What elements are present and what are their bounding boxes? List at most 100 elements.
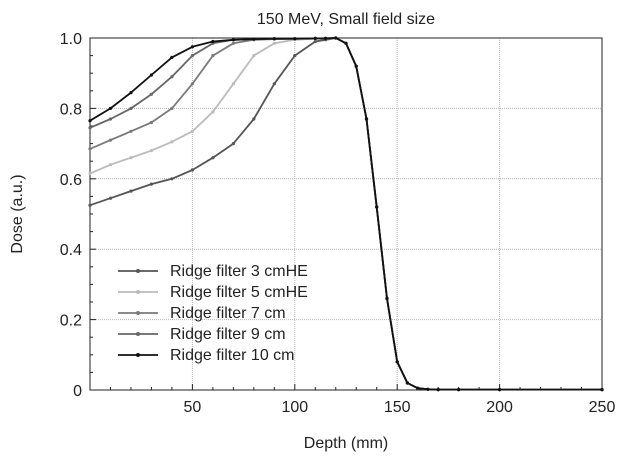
data-point: [149, 73, 153, 77]
data-point: [149, 92, 153, 96]
legend-marker: [136, 311, 140, 315]
data-point: [364, 117, 369, 121]
data-point: [252, 117, 256, 121]
data-point: [344, 41, 348, 45]
data-point: [149, 120, 153, 125]
y-tick-label: 0.2: [60, 313, 82, 330]
data-point: [498, 388, 502, 392]
y-tick-label: 0.8: [60, 101, 82, 118]
data-point: [313, 36, 317, 41]
data-point: [416, 386, 420, 390]
grid: [90, 38, 602, 390]
data-point: [170, 140, 174, 144]
series-5: [88, 36, 604, 392]
data-point: [354, 64, 358, 68]
data-point: [293, 37, 297, 41]
plot-frame: [89, 37, 603, 391]
series-line: [89, 37, 602, 391]
data-point: [129, 189, 133, 193]
data-point: [88, 126, 92, 130]
legend-marker: [136, 332, 140, 336]
legend-item: Ridge filter 7 cm: [118, 305, 286, 322]
y-tick-label: 0.6: [60, 172, 82, 189]
data-point: [88, 171, 92, 176]
data-point: [108, 196, 113, 200]
data-point: [170, 177, 174, 181]
data-point: [272, 41, 276, 45]
series-3: [88, 36, 604, 392]
axis-ticks: 50 100 150 200 250 0 0.2 0.4 0.6 0.8 1.0: [60, 31, 616, 416]
x-tick-label: 150: [384, 399, 411, 416]
data-point: [272, 37, 276, 41]
data-point: [170, 106, 174, 110]
x-axis-label: Depth (mm): [304, 435, 388, 452]
data-point: [252, 37, 256, 41]
data-point: [405, 381, 409, 385]
data-point: [129, 106, 133, 110]
data-point: [190, 82, 194, 86]
data-point: [231, 41, 235, 45]
data-point: [88, 203, 92, 207]
data-point: [334, 36, 338, 40]
data-point: [211, 156, 215, 160]
data-point: [108, 106, 113, 110]
x-tick-label: 100: [281, 399, 308, 416]
series-line: [89, 37, 602, 391]
y-axis-label: Dose (a.u.): [9, 174, 26, 253]
data-point: [385, 296, 389, 301]
legend-item: Ridge filter 10 cm: [118, 347, 295, 364]
legend-marker: [136, 269, 140, 273]
data-point: [375, 205, 379, 209]
data-point: [190, 45, 194, 49]
data-point: [129, 91, 133, 95]
data-point: [170, 75, 174, 79]
data-point: [293, 54, 297, 58]
data-point: [170, 55, 174, 60]
series-4: [88, 36, 604, 392]
legend-item: Ridge filter 9 cm: [118, 326, 286, 343]
legend-marker: [136, 290, 140, 294]
legend-label: Ridge filter 3 cmHE: [170, 263, 308, 280]
data-point: [88, 147, 92, 151]
data-point: [190, 168, 194, 172]
data-point: [395, 360, 399, 364]
data-point: [231, 38, 235, 42]
legend-label: Ridge filter 7 cm: [170, 305, 286, 322]
data-point: [426, 387, 430, 391]
data-point: [211, 110, 215, 114]
data-point: [211, 39, 215, 44]
chart-title: 150 MeV, Small field size: [257, 11, 435, 28]
y-tick-label: 1.0: [60, 31, 82, 48]
series-line: [89, 37, 602, 391]
x-tick-label: 50: [184, 399, 202, 416]
data-point: [313, 39, 317, 44]
data-point: [457, 388, 461, 392]
data-point: [252, 54, 256, 58]
x-tick-label: 250: [589, 399, 616, 416]
series-lines: [88, 36, 604, 392]
data-point: [231, 82, 235, 86]
data-point: [149, 149, 153, 153]
data-point: [108, 138, 113, 142]
data-point: [190, 54, 194, 58]
legend: Ridge filter 3 cmHE Ridge filter 5 cmHE Ri…: [118, 263, 308, 364]
data-point: [231, 142, 235, 146]
legend-label: Ridge filter 9 cm: [170, 326, 286, 343]
data-point: [129, 156, 133, 160]
data-point: [149, 182, 153, 186]
data-point: [108, 117, 113, 121]
data-point: [600, 388, 604, 392]
data-point: [436, 388, 440, 392]
legend-label: Ridge filter 5 cmHE: [170, 284, 308, 301]
data-point: [129, 129, 133, 133]
data-point: [108, 163, 113, 167]
data-point: [323, 36, 328, 41]
data-point: [272, 82, 276, 86]
series-line: [89, 37, 602, 391]
data-point: [211, 54, 215, 58]
x-tick-label: 200: [486, 399, 513, 416]
y-tick-label: 0.4: [60, 242, 82, 259]
legend-item: Ridge filter 3 cmHE: [118, 263, 308, 280]
data-point: [190, 129, 194, 133]
